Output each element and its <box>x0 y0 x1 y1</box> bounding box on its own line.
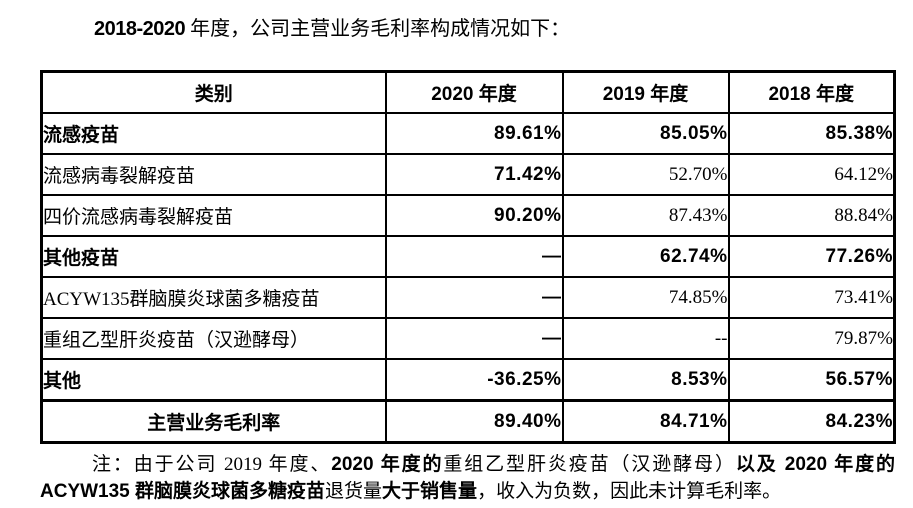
cell-2020: 71.42% <box>384 153 564 196</box>
footnote: 注：由于公司 2019 年度、2020 年度的重组乙型肝炎疫苗（汉逊酵母）以及 … <box>40 451 895 505</box>
table-total-row: 主营业务毛利率 89.40% 84.71% 84.23% <box>40 399 896 444</box>
cell-2020: — <box>384 276 564 319</box>
table-row: 流感病毒裂解疫苗 71.42% 52.70% 64.12% <box>40 153 896 196</box>
cell-2019: 62.74% <box>561 235 730 278</box>
footnote-segment: 注：由于公司 2019 年度、 <box>92 454 332 475</box>
cell-2020: — <box>384 317 564 360</box>
row-label: 四价流感病毒裂解疫苗 <box>40 194 387 237</box>
cell-2018: 79.87% <box>727 317 896 360</box>
row-label: 其他 <box>40 358 387 402</box>
page-title: 2018-2020 年度，公司主营业务毛利率构成情况如下： <box>94 12 570 41</box>
table-header-row: 类别 2020 年度 2019 年度 2018 年度 <box>40 70 896 114</box>
cell-2018: 88.84% <box>727 194 896 237</box>
header-cell-2020: 2020 年度 <box>384 70 564 114</box>
cell-2018: 64.12% <box>727 153 896 196</box>
cell-2019: 74.85% <box>561 276 730 319</box>
footnote-segment: 重组乙型肝炎疫苗（汉逊酵母） <box>443 454 736 475</box>
cell-2019: 87.43% <box>561 194 730 237</box>
cell-2018: 84.23% <box>727 399 896 444</box>
cell-2020: 90.20% <box>384 194 564 237</box>
table-row: 四价流感病毒裂解疫苗 90.20% 87.43% 88.84% <box>40 194 896 237</box>
cell-2018: 77.26% <box>727 235 896 278</box>
gross-margin-table: 类别 2020 年度 2019 年度 2018 年度 流感疫苗 89.61% 8… <box>40 70 896 444</box>
cell-2018: 73.41% <box>727 276 896 319</box>
row-label: 主营业务毛利率 <box>40 399 387 444</box>
header-cell-2018: 2018 年度 <box>727 70 896 114</box>
footnote-segment-bold: 2020 年度的 <box>331 454 444 475</box>
footnote-segment-bold: 大于销售量 <box>382 481 478 502</box>
row-label: 其他疫苗 <box>40 235 387 278</box>
table-row: 其他疫苗 — 62.74% 77.26% <box>40 235 896 278</box>
table-row: 重组乙型肝炎疫苗（汉逊酵母） — -- 79.87% <box>40 317 896 360</box>
footnote-segment: 退货量 <box>325 481 383 502</box>
row-label: ACYW135群脑膜炎球菌多糖疫苗 <box>40 276 387 319</box>
cell-2020: 89.40% <box>384 399 564 444</box>
cell-2019: 8.53% <box>561 358 730 402</box>
footnote-segment: ，收入为负数，因此未计算毛利率。 <box>477 481 782 502</box>
cell-2018: 56.57% <box>727 358 896 402</box>
table-row: ACYW135群脑膜炎球菌多糖疫苗 — 74.85% 73.41% <box>40 276 896 319</box>
cell-2018: 85.38% <box>727 112 896 155</box>
cell-2020: -36.25% <box>384 358 564 402</box>
table-row: 其他 -36.25% 8.53% 56.57% <box>40 358 896 402</box>
cell-2019: 85.05% <box>561 112 730 155</box>
cell-2019: 52.70% <box>561 153 730 196</box>
cell-2019: -- <box>561 317 730 360</box>
cell-2019: 84.71% <box>561 399 730 444</box>
row-label: 流感病毒裂解疫苗 <box>40 153 387 196</box>
title-text: 年度，公司主营业务毛利率构成情况如下： <box>185 18 571 40</box>
cell-2020: 89.61% <box>384 112 564 155</box>
header-cell-category: 类别 <box>40 70 387 114</box>
table-row: 流感疫苗 89.61% 85.05% 85.38% <box>40 112 896 155</box>
title-year-range: 2018-2020 <box>94 18 186 40</box>
header-cell-2019: 2019 年度 <box>561 70 730 114</box>
footnote-segment-bold: 以及 2020 年度的 ACYW135 群脑膜炎球菌多糖疫苗 <box>40 454 895 502</box>
cell-2020: — <box>384 235 564 278</box>
row-label: 重组乙型肝炎疫苗（汉逊酵母） <box>40 317 387 360</box>
row-label: 流感疫苗 <box>40 112 387 155</box>
